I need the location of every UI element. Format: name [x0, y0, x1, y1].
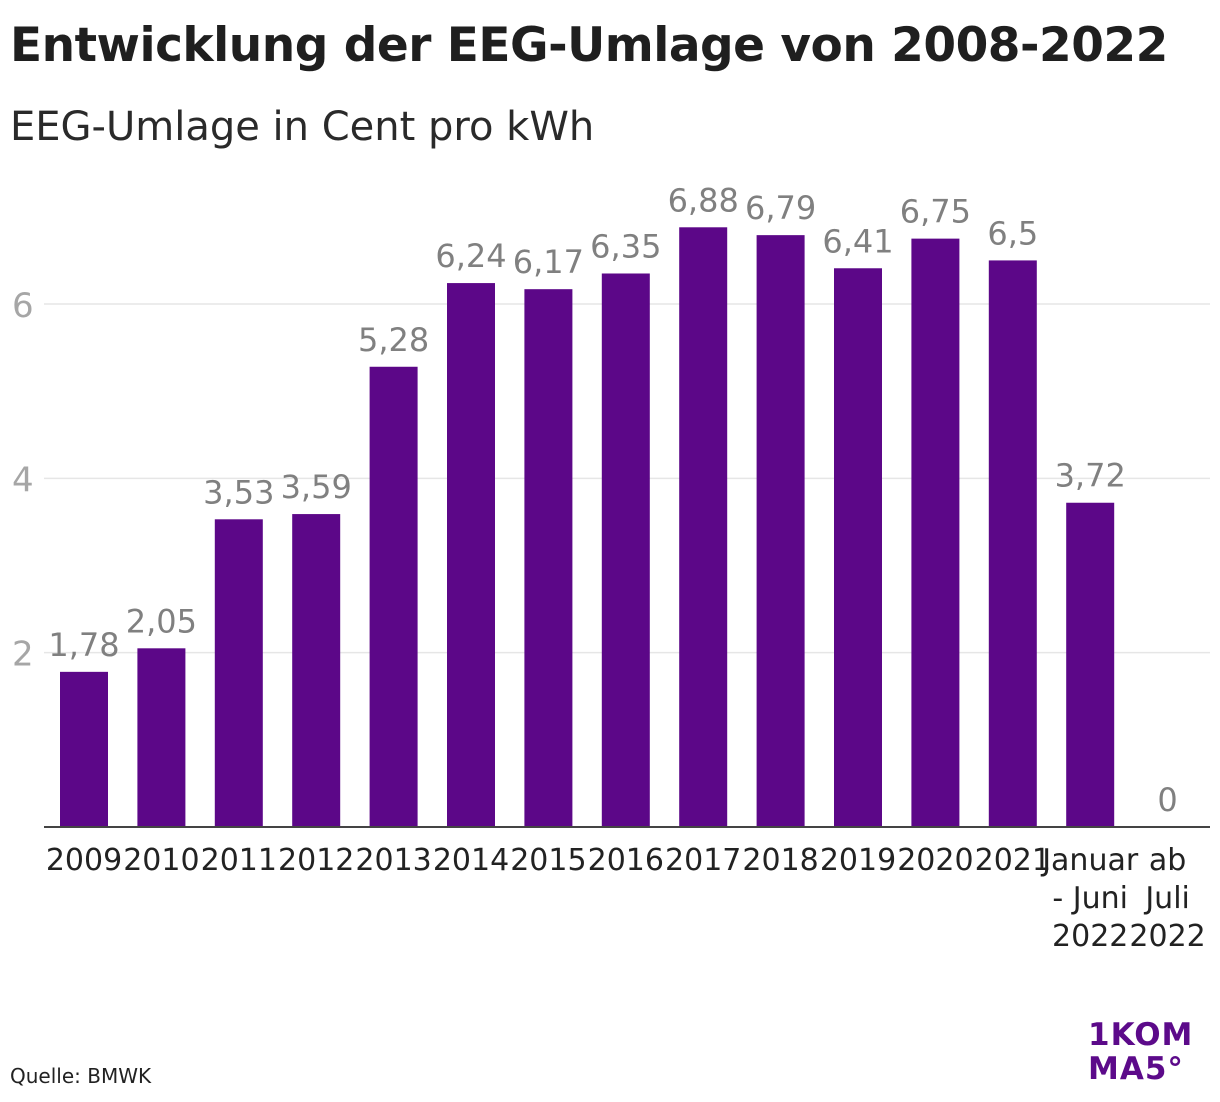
value-label: 3,53 [203, 473, 274, 511]
bar-2 [214, 519, 263, 827]
value-label: 1,78 [48, 626, 119, 664]
x-tick-label: 2017 [665, 843, 741, 878]
x-tick-label: 2018 [742, 843, 818, 878]
x-tick-label: 2013 [355, 843, 431, 878]
x-tick-label: 2015 [510, 843, 586, 878]
y-tick-label: 6 [12, 286, 34, 326]
bar-8 [679, 227, 728, 827]
chart-subtitle: EEG-Umlage in Cent pro kWh [10, 104, 595, 150]
x-tick-label: ab Juli 2022 [1129, 843, 1205, 954]
value-label: 2,05 [126, 602, 197, 640]
bar-13 [1066, 502, 1115, 827]
bar-0 [60, 671, 108, 827]
logo-line-1: 1KOM [1088, 1017, 1194, 1053]
bars [60, 227, 1115, 828]
source-note: Quelle: BMWK [10, 1064, 152, 1088]
x-tick-label: 2021 [975, 843, 1051, 878]
bar-4 [369, 366, 418, 827]
x-tick-labels: 2009 2010 2011 2012 2013 2014 2015 2016 2017 2018… [46, 843, 1206, 954]
x-tick-label: Januar - Juni 2022 [1040, 843, 1139, 954]
y-tick-label: 4 [12, 460, 34, 500]
bar-3 [292, 514, 341, 827]
value-label: 0 [1157, 781, 1177, 819]
value-label: 6,75 [900, 193, 971, 231]
bar-7 [601, 273, 650, 827]
bar-11 [911, 238, 960, 827]
brand-logo: 1KOM MA5° [1088, 1018, 1208, 1086]
value-labels: 1,782,05 3,53 3,59 5,28 6,24 6,17 6,356,88 6,79… [48, 181, 1177, 819]
logo-line-2: MA5° [1088, 1051, 1184, 1087]
bar-chart: 1,782,05 3,53 3,59 5,28 6,24 6,17 6,356,88 6,79… [12, 181, 1210, 954]
value-label: 6,5 [987, 214, 1038, 252]
bar-6 [524, 289, 573, 828]
bar-10 [834, 268, 882, 827]
value-label: 3,72 [1055, 457, 1126, 495]
x-tick-label: 2011 [201, 843, 277, 878]
x-tick-label: 2014 [433, 843, 509, 878]
x-tick-label: 2010 [123, 843, 199, 878]
value-label: 6,24 [435, 237, 506, 275]
value-label: 5,28 [358, 321, 429, 359]
value-label: 6,35 [590, 227, 661, 265]
value-label: 3,59 [281, 468, 352, 506]
value-label: 6,88 [668, 181, 739, 219]
value-label: 6,41 [822, 222, 893, 260]
value-label: 6,17 [513, 243, 584, 281]
x-tick-label: 2009 [46, 843, 122, 878]
x-tick-label: 2019 [820, 843, 896, 878]
x-tick-label: 2016 [588, 843, 664, 878]
bar-12 [988, 260, 1037, 828]
bar-5 [447, 283, 495, 828]
value-label: 6,79 [745, 189, 816, 227]
y-tick-label: 2 [12, 635, 34, 675]
bar-1 [137, 648, 186, 827]
bar-9 [756, 235, 805, 828]
x-tick-label: 2020 [897, 843, 973, 878]
y-tick-labels: 2 4 6 [12, 286, 34, 675]
x-tick-label: 2012 [278, 843, 354, 878]
chart-title: Entwicklung der EEG-Umlage von 2008-2022 [10, 18, 1168, 73]
